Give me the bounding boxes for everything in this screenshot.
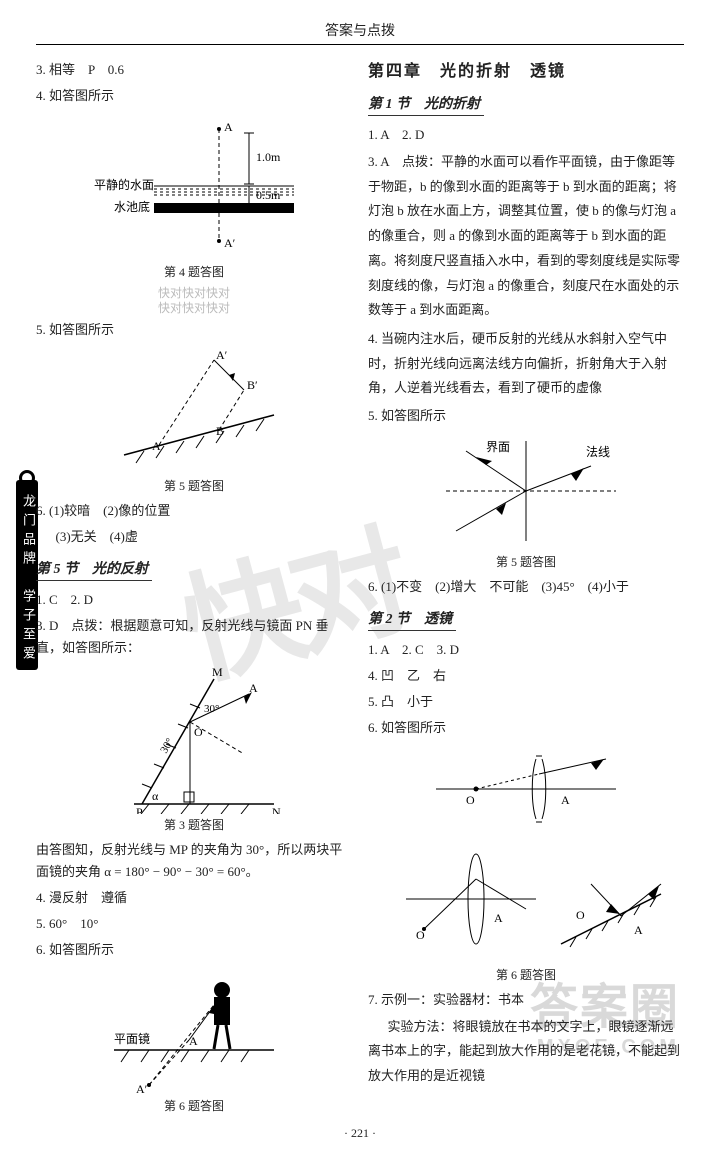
page-number: · 221 · xyxy=(36,1126,684,1141)
svg-text:1.0m: 1.0m xyxy=(256,150,281,164)
fig-q5: A B A′ B′ xyxy=(104,345,284,475)
r2-q7: 7. 示例一：实验器材：书本 xyxy=(368,989,684,1011)
svg-text:B: B xyxy=(216,424,224,438)
s5-q5: 5. 60° 10° xyxy=(36,913,352,935)
page-header: 答案与点拨 xyxy=(36,20,684,45)
svg-text:A: A xyxy=(634,923,643,937)
svg-text:30°: 30° xyxy=(158,736,176,755)
fig-q6: 平面镜 A A′ xyxy=(94,965,294,1095)
fig5-caption: 第 5 题答图 xyxy=(36,477,352,494)
s5-q3: 3. D 点拨：根据题意可知，反射光线与镜面 PN 垂直，如答图所示： xyxy=(36,615,352,659)
sec5-title: 第 5 节 光的反射 xyxy=(36,558,152,581)
left-column: 3. 相等 P 0.6 4. 如答图所示 平静的水面 水池底 A A′ 1.0m xyxy=(36,55,352,1120)
s5-q1: 1. C 2. D xyxy=(36,589,352,611)
fig3-caption: 第 3 题答图 xyxy=(36,816,352,833)
svg-text:30°: 30° xyxy=(204,703,219,715)
r-q5: 5. 如答图所示 xyxy=(368,405,684,427)
svg-text:α: α xyxy=(152,789,159,803)
r2-q1: 1. A 2. C 3. D xyxy=(368,639,684,661)
kd-line1: 快对快对快对 xyxy=(36,286,352,300)
svg-text:A: A xyxy=(249,681,258,695)
q6a: 6. (1)较暗 (2)像的位置 xyxy=(36,500,352,522)
fig4-caption: 第 4 题答图 xyxy=(36,263,352,280)
fig-q5r: 界面 法线 xyxy=(416,431,636,551)
chapter-title: 第四章 光的折射 透镜 xyxy=(368,57,684,81)
fig-q3r: P N M A O 30° 30° α xyxy=(94,664,294,814)
svg-text:A: A xyxy=(494,911,503,925)
sec2-title: 第 2 节 透镜 xyxy=(368,608,456,631)
svg-text:A′: A′ xyxy=(136,1082,148,1095)
s5-q4: 4. 漫反射 遵循 xyxy=(36,887,352,909)
svg-text:O: O xyxy=(576,908,585,922)
q4: 4. 如答图所示 xyxy=(36,85,352,107)
svg-text:A: A xyxy=(561,793,570,807)
s5-q3b: 由答图知，反射光线与 MP 的夹角为 30°，所以两块平面镜的夹角 α = 18… xyxy=(36,839,352,883)
q5: 5. 如答图所示 xyxy=(36,319,352,341)
fig6-caption: 第 6 题答图 xyxy=(36,1097,352,1114)
kd-line2: 快对快对快对 xyxy=(36,301,352,315)
svg-text:A′: A′ xyxy=(224,236,236,250)
r-q1: 1. A 2. D xyxy=(368,124,684,146)
fig6r-caption: 第 6 题答图 xyxy=(368,966,684,983)
svg-text:A: A xyxy=(189,1034,198,1048)
r2-q4: 4. 凹 乙 右 xyxy=(368,665,684,687)
fig-q6r: O A O A O xyxy=(376,744,676,964)
r2-q5: 5. 凸 小于 xyxy=(368,691,684,713)
r-q3: 3. A 点拨：平静的水面可以看作平面镜，由于像距等于物距，b 的像到水面的距离… xyxy=(368,150,684,323)
q6b: (3)无关 (4)虚 xyxy=(36,526,352,548)
s5-q6: 6. 如答图所示 xyxy=(36,939,352,961)
svg-text:0.5m: 0.5m xyxy=(256,188,281,202)
fig5r-caption: 第 5 题答图 xyxy=(368,553,684,570)
svg-text:O: O xyxy=(194,725,203,739)
r-q4: 4. 当碗内注水后，硬币反射的光线从水斜射入空气中时，折射光线向远离法线方向偏折… xyxy=(368,327,684,401)
svg-text:A′: A′ xyxy=(216,348,228,362)
sec1-title: 第 1 节 光的折射 xyxy=(368,93,484,116)
svg-text:B′: B′ xyxy=(247,378,258,392)
svg-text:O: O xyxy=(466,793,475,807)
fig-q4: 平静的水面 水池底 A A′ 1.0m 0.5m xyxy=(84,111,304,261)
svg-text:A: A xyxy=(152,439,161,453)
q3: 3. 相等 P 0.6 xyxy=(36,59,352,81)
svg-text:P: P xyxy=(136,805,143,814)
svg-text:A: A xyxy=(224,120,233,134)
svg-text:平静的水面: 平静的水面 xyxy=(94,177,154,192)
r2-q6: 6. 如答图所示 xyxy=(368,717,684,739)
right-column: 第四章 光的折射 透镜 第 1 节 光的折射 1. A 2. D 3. A 点拨… xyxy=(368,55,684,1120)
svg-text:M: M xyxy=(212,665,223,679)
r2-q7b: 实验方法：将眼镜放在书本的文字上，眼镜逐渐远离书本上的字，能起到放大作用的是老花… xyxy=(368,1015,684,1089)
svg-text:界面: 界面 xyxy=(486,440,510,454)
svg-text:水池底: 水池底 xyxy=(114,199,150,214)
svg-text:N: N xyxy=(272,805,281,814)
svg-text:法线: 法线 xyxy=(586,445,610,459)
svg-text:平面镜: 平面镜 xyxy=(114,1031,150,1046)
r-q6: 6. (1)不变 (2)增大 不可能 (3)45° (4)小于 xyxy=(368,576,684,598)
